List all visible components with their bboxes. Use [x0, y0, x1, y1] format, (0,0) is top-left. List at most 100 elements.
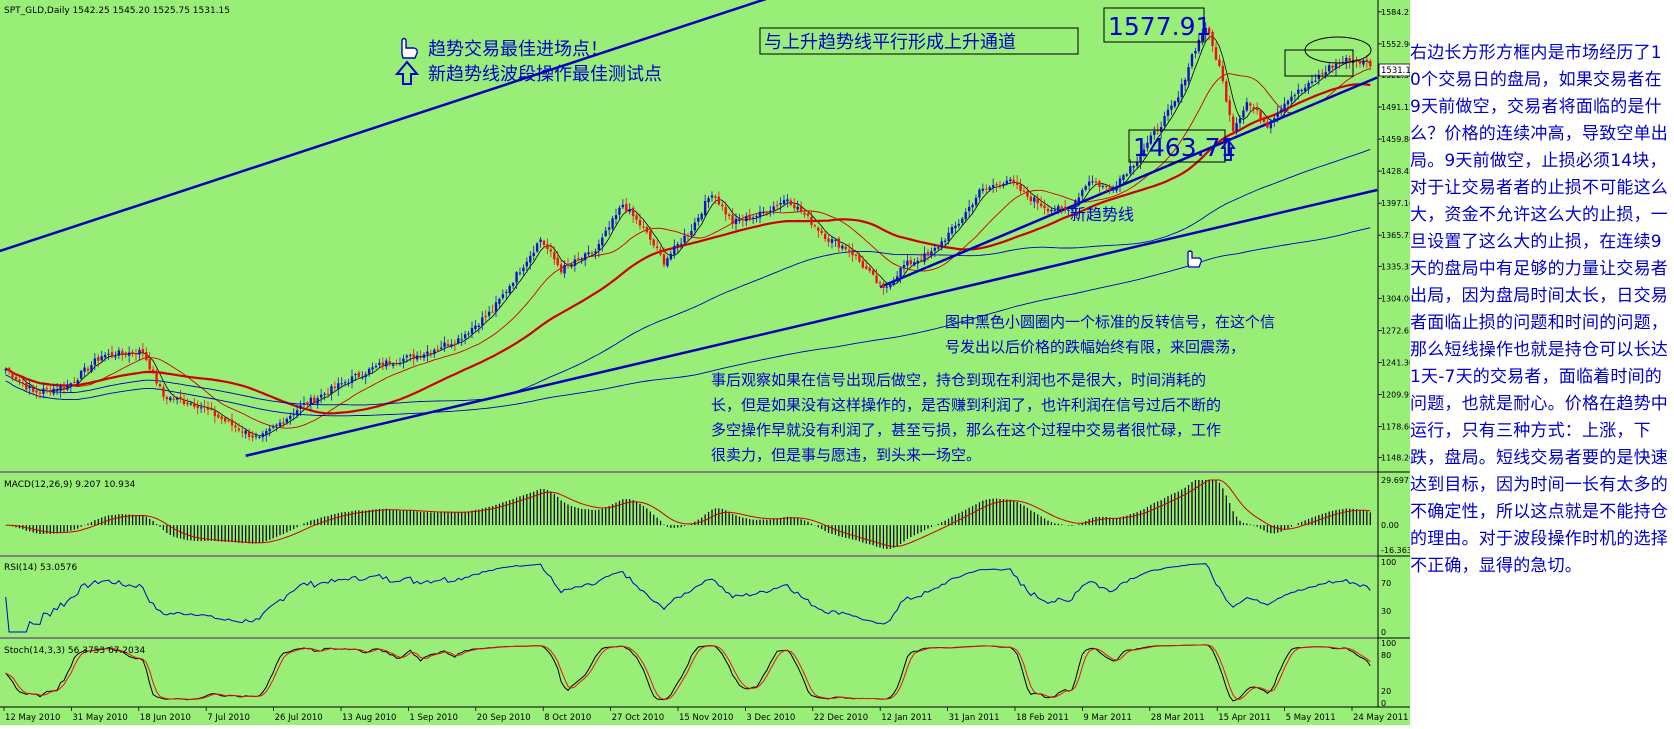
candle	[1105, 185, 1108, 188]
candle	[1122, 174, 1125, 180]
candle	[988, 187, 991, 190]
price-axis-panel	[1378, 0, 1410, 725]
candle	[217, 414, 220, 418]
low-price-box	[1128, 129, 1226, 163]
candle	[73, 382, 76, 384]
candle	[1009, 179, 1012, 182]
date-tick-label: 1 Sep 2010	[409, 713, 457, 723]
candle	[127, 352, 131, 356]
candle	[326, 393, 330, 395]
candle	[995, 184, 998, 186]
candle	[162, 387, 165, 397]
price-tick-label: 1397.10	[1381, 199, 1410, 208]
candle	[844, 246, 847, 250]
candle	[734, 218, 738, 225]
candle	[299, 405, 302, 409]
candle	[446, 344, 450, 346]
candle	[553, 252, 556, 260]
candle	[673, 245, 676, 255]
candle	[49, 390, 52, 393]
candle	[789, 200, 793, 205]
candle	[957, 223, 961, 226]
candle	[1146, 142, 1149, 149]
candle	[172, 398, 175, 400]
rsi-tick-label: 100	[1381, 558, 1396, 567]
candle	[114, 356, 117, 358]
candle	[223, 417, 227, 422]
candle	[381, 362, 385, 366]
date-tick-label: 18 Feb 2011	[1016, 713, 1069, 723]
candle	[330, 386, 333, 395]
price-tick-label: 1491.15	[1381, 103, 1410, 112]
candle	[402, 358, 405, 362]
candle	[515, 272, 518, 283]
candle	[686, 235, 690, 237]
candle	[1142, 149, 1146, 156]
rsi-label: RSI(14) 53.0576	[4, 563, 77, 573]
candle	[367, 368, 371, 374]
candle	[124, 352, 127, 356]
candle	[806, 213, 810, 216]
candle	[611, 218, 614, 229]
candle	[42, 388, 45, 394]
candle	[779, 202, 782, 205]
candle	[1262, 118, 1266, 122]
candle	[21, 382, 25, 384]
candle	[1297, 89, 1300, 94]
candle	[697, 217, 700, 222]
candle	[683, 235, 686, 243]
candle	[1033, 197, 1036, 202]
candle	[186, 402, 189, 405]
candle	[782, 200, 786, 204]
candle	[1345, 57, 1348, 64]
candle	[121, 351, 124, 354]
candle	[1290, 96, 1293, 102]
candle	[309, 397, 313, 405]
candle	[1327, 65, 1331, 72]
candle	[28, 386, 31, 389]
candle	[539, 239, 542, 243]
candle	[645, 227, 649, 233]
hindsight-line-1: 事后观察如果在信号出现后做空，持仓到现在利润也不是很大，时间消耗的	[711, 371, 1206, 389]
candle	[731, 215, 734, 225]
candle	[556, 258, 559, 266]
price-tick-label: 1335.35	[1381, 262, 1410, 271]
candle	[625, 203, 628, 212]
date-tick-label: 7 Jul 2010	[207, 713, 250, 723]
candle	[954, 225, 957, 229]
macd-label: MACD(12,26,9) 9.207 10.934	[4, 480, 136, 490]
candle	[902, 264, 906, 268]
candle	[175, 397, 179, 400]
candle	[100, 356, 103, 361]
up-arrow-icon	[1220, 138, 1236, 161]
candle	[1259, 109, 1262, 120]
ma-longest-line	[5, 227, 1371, 417]
candle	[861, 260, 865, 268]
candle	[669, 253, 673, 260]
candle	[803, 212, 806, 215]
candle	[604, 230, 607, 237]
candle	[882, 283, 885, 288]
main-trendline	[245, 188, 1378, 457]
candle	[237, 428, 241, 431]
candle	[141, 349, 145, 353]
candle	[337, 383, 340, 390]
candle	[748, 215, 751, 220]
candle	[868, 267, 871, 272]
candle	[751, 217, 755, 219]
candle	[1139, 155, 1142, 163]
candle	[271, 426, 275, 428]
candle	[439, 347, 443, 349]
candle	[549, 249, 553, 252]
candle	[662, 254, 666, 265]
date-tick-label: 5 May 2011	[1286, 713, 1336, 723]
price-tick-label: 1428.45	[1381, 167, 1410, 176]
candle	[18, 379, 21, 382]
candle	[1187, 67, 1190, 82]
candle	[481, 317, 484, 326]
price-tick-label: 1459.80	[1381, 135, 1410, 144]
candle	[1221, 66, 1225, 82]
candle	[199, 407, 203, 409]
candle	[1201, 34, 1204, 41]
price-tick-label: 1241.30	[1381, 358, 1410, 367]
